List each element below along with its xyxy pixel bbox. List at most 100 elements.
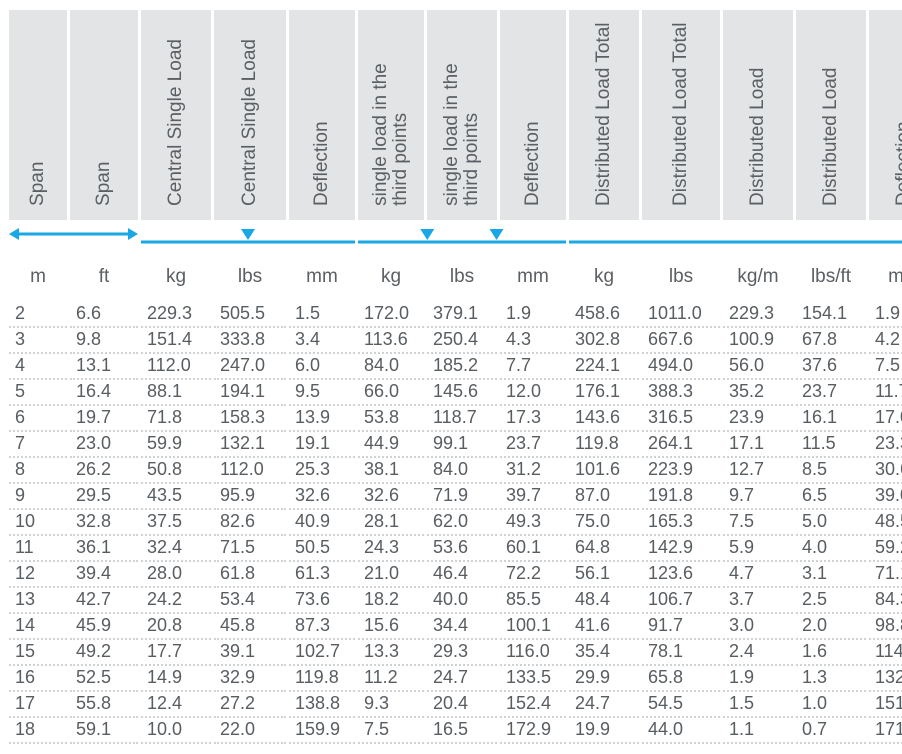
cell: 154.1 [796, 302, 866, 328]
table-row: 26.6229.3505.51.5172.0379.11.9458.61011.… [9, 302, 902, 328]
cell: 171.6 [869, 718, 902, 744]
distributed-load-icon [569, 220, 902, 248]
cell: 32.6 [358, 484, 424, 510]
table-body: 26.6229.3505.51.5172.0379.11.9458.61011.… [9, 302, 902, 744]
cell: 27.2 [214, 692, 286, 718]
cell: 4.0 [796, 536, 866, 562]
col-header-label: Central Single Load [166, 39, 186, 206]
cell: 100.1 [500, 614, 566, 640]
col-header-6: single load in thethird points [427, 10, 497, 220]
cell: 17 [9, 692, 67, 718]
cell: 505.5 [214, 302, 286, 328]
cell: 50.8 [141, 458, 211, 484]
cell: 1.9 [500, 302, 566, 328]
cell: 191.8 [642, 484, 720, 510]
cell: 264.1 [642, 432, 720, 458]
unit-label: kg/m [723, 248, 793, 302]
cell: 3.1 [796, 562, 866, 588]
cell: 1011.0 [642, 302, 720, 328]
cell: 0.7 [796, 718, 866, 744]
cell: 40.9 [289, 510, 355, 536]
unit-label: kg [569, 248, 639, 302]
load-table-wrap: SpanSpanCentral Single LoadCentral Singl… [6, 10, 892, 744]
unit-label: mm [289, 248, 355, 302]
table-row: 929.543.595.932.632.671.939.787.0191.89.… [9, 484, 902, 510]
unit-label: lbs [427, 248, 497, 302]
cell: 112.0 [141, 354, 211, 380]
col-header-11: Distributed Load [796, 10, 866, 220]
cell: 34.4 [427, 614, 497, 640]
cell: 494.0 [642, 354, 720, 380]
unit-label: mm [869, 248, 902, 302]
cell: 9.8 [70, 328, 138, 354]
cell: 71.1 [869, 562, 902, 588]
cell: 25.3 [289, 458, 355, 484]
cell: 49.2 [70, 640, 138, 666]
col-header-label: Distributed Load Total [594, 23, 614, 206]
cell: 82.6 [214, 510, 286, 536]
header-row: SpanSpanCentral Single LoadCentral Singl… [9, 10, 902, 220]
cell: 13.1 [70, 354, 138, 380]
cell: 59.2 [869, 536, 902, 562]
cell: 152.4 [500, 692, 566, 718]
cell: 44.0 [642, 718, 720, 744]
cell: 223.9 [642, 458, 720, 484]
cell: 24.2 [141, 588, 211, 614]
unit-label: mm [500, 248, 566, 302]
cell: 53.6 [427, 536, 497, 562]
cell: 60.1 [500, 536, 566, 562]
cell: 114.7 [869, 640, 902, 666]
cell: 113.6 [358, 328, 424, 354]
span-arrow-icon [9, 220, 138, 248]
cell: 73.6 [289, 588, 355, 614]
cell: 64.8 [569, 536, 639, 562]
cell: 26.2 [70, 458, 138, 484]
col-header-label: Distributed Load [748, 68, 768, 206]
table-row: 723.059.9132.119.144.999.123.7119.8264.1… [9, 432, 902, 458]
cell: 4.2 [869, 328, 902, 354]
table-head: SpanSpanCentral Single LoadCentral Singl… [9, 10, 902, 302]
cell: 56.0 [723, 354, 793, 380]
cell: 172.0 [358, 302, 424, 328]
col-header-label: Span [94, 162, 114, 206]
col-header-2: Central Single Load [141, 10, 211, 220]
cell: 302.8 [569, 328, 639, 354]
cell: 35.2 [723, 380, 793, 406]
cell: 16.4 [70, 380, 138, 406]
cell: 78.1 [642, 640, 720, 666]
cell: 176.1 [569, 380, 639, 406]
unit-label: m [9, 248, 67, 302]
cell: 24.3 [358, 536, 424, 562]
cell: 87.3 [289, 614, 355, 640]
cell: 23.7 [500, 432, 566, 458]
unit-label: ft [70, 248, 138, 302]
cell: 13.3 [358, 640, 424, 666]
cell: 15.6 [358, 614, 424, 640]
col-header-10: Distributed Load [723, 10, 793, 220]
cell: 13.9 [289, 406, 355, 432]
col-header-label: Central Single Load [240, 39, 260, 206]
cell: 91.7 [642, 614, 720, 640]
cell: 229.3 [141, 302, 211, 328]
cell: 165.3 [642, 510, 720, 536]
cell: 39.4 [70, 562, 138, 588]
cell: 138.8 [289, 692, 355, 718]
table-row: 39.8151.4333.83.4113.6250.44.3302.8667.6… [9, 328, 902, 354]
cell: 1.1 [723, 718, 793, 744]
cell: 39.0 [869, 484, 902, 510]
col-header-label: single load in thethird points [442, 63, 482, 206]
cell: 75.0 [569, 510, 639, 536]
cell: 66.0 [358, 380, 424, 406]
cell: 118.7 [427, 406, 497, 432]
cell: 10 [9, 510, 67, 536]
cell: 11.7 [869, 380, 902, 406]
cell: 42.7 [70, 588, 138, 614]
cell: 2.4 [723, 640, 793, 666]
unit-label: lbs [642, 248, 720, 302]
cell: 56.1 [569, 562, 639, 588]
cell: 7.7 [500, 354, 566, 380]
col-header-12: Deflection [869, 10, 902, 220]
cell: 13 [9, 588, 67, 614]
cell: 667.6 [642, 328, 720, 354]
cell: 17.3 [500, 406, 566, 432]
